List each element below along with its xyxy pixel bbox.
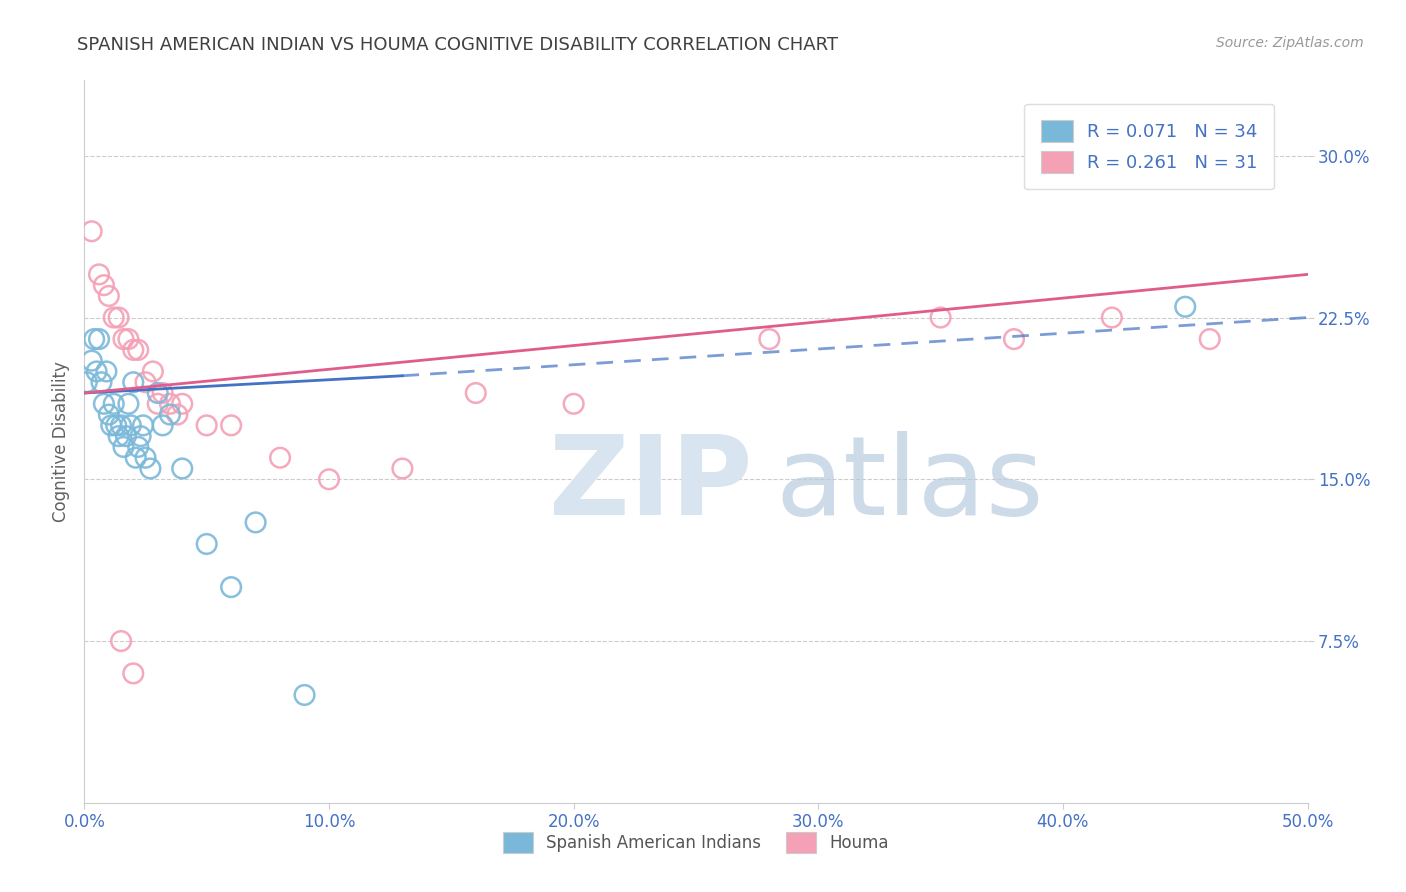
Point [152, 386, 174, 401]
Text: SPANISH AMERICAN INDIAN VS HOUMA COGNITIVE DISABILITY CORRELATION CHART: SPANISH AMERICAN INDIAN VS HOUMA COGNITI… [77, 36, 838, 54]
Point [90, 376, 112, 390]
Point [195, 418, 218, 433]
Point [152, 418, 174, 433]
Point [117, 332, 139, 346]
Legend: Spanish American Indians, Houma: Spanish American Indians, Houma [496, 826, 896, 860]
Point [100, 418, 122, 433]
Point [146, 386, 169, 401]
Point [129, 429, 152, 443]
Point [112, 332, 135, 346]
Point [122, 666, 145, 681]
Point [80, 353, 103, 368]
Point [122, 343, 145, 357]
Point [562, 397, 585, 411]
Point [80, 224, 103, 238]
Point [172, 461, 194, 475]
Point [107, 429, 129, 443]
Point [159, 397, 181, 411]
Point [172, 397, 194, 411]
Point [93, 278, 115, 293]
Point [269, 450, 291, 465]
Point [96, 364, 118, 378]
Point [86, 364, 108, 378]
Point [112, 440, 135, 454]
Text: ZIP: ZIP [550, 432, 752, 539]
Point [110, 634, 132, 648]
Point [120, 418, 142, 433]
Y-axis label: Cognitive Disability: Cognitive Disability [52, 361, 70, 522]
Point [219, 418, 242, 433]
Point [1198, 332, 1220, 346]
Point [1002, 332, 1025, 346]
Point [146, 397, 169, 411]
Point [115, 429, 138, 443]
Point [929, 310, 952, 325]
Point [245, 516, 267, 530]
Point [83, 332, 105, 346]
Point [97, 289, 120, 303]
Point [87, 268, 110, 282]
Point [318, 472, 340, 486]
Point [1101, 310, 1123, 325]
Point [219, 580, 242, 594]
Point [110, 418, 132, 433]
Point [97, 408, 120, 422]
Point [127, 343, 149, 357]
Point [132, 418, 155, 433]
Point [125, 450, 148, 465]
Point [105, 418, 128, 433]
Point [87, 332, 110, 346]
Point [122, 376, 145, 390]
Point [127, 440, 149, 454]
Point [142, 364, 165, 378]
Text: atlas: atlas [776, 432, 1045, 539]
Point [103, 397, 125, 411]
Point [117, 397, 139, 411]
Point [391, 461, 413, 475]
Point [93, 397, 115, 411]
Text: Source: ZipAtlas.com: Source: ZipAtlas.com [1216, 36, 1364, 50]
Point [135, 376, 157, 390]
Point [758, 332, 780, 346]
Point [159, 408, 181, 422]
Point [135, 450, 157, 465]
Point [139, 461, 162, 475]
Point [195, 537, 218, 551]
Point [107, 310, 129, 325]
Point [103, 310, 125, 325]
Point [464, 386, 486, 401]
Point [76, 376, 98, 390]
Point [1174, 300, 1197, 314]
Point [294, 688, 316, 702]
Point [166, 408, 188, 422]
